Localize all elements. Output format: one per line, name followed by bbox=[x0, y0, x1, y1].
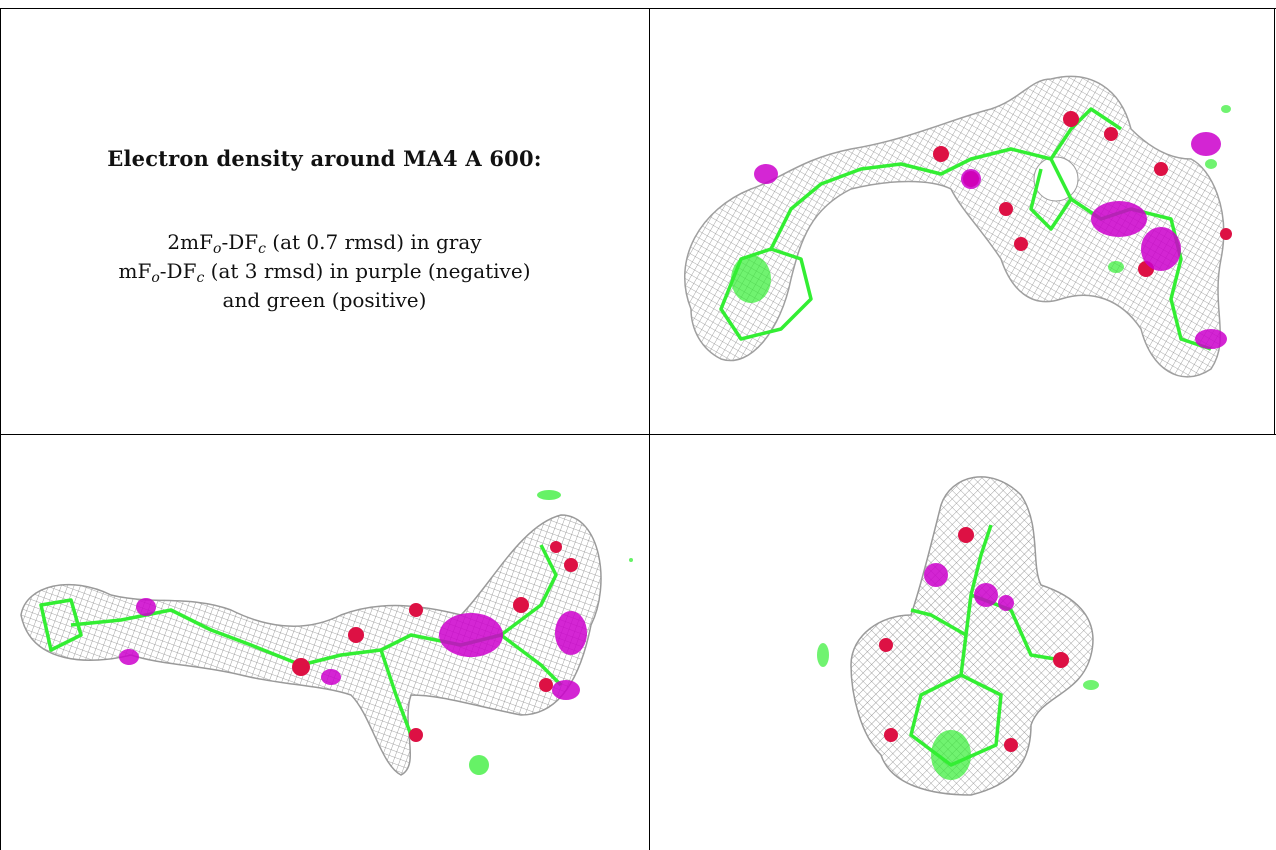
electron-density-mesh-icon bbox=[684, 75, 1232, 378]
center-divider bbox=[649, 8, 650, 850]
negative-density-purple bbox=[119, 598, 587, 700]
electron-density-mesh-icon bbox=[20, 490, 633, 776]
density-view-bottom-left bbox=[1, 435, 648, 850]
positive-density-green bbox=[469, 490, 633, 775]
gray-mesh bbox=[850, 476, 1094, 796]
electron-density-mesh-icon bbox=[817, 476, 1099, 796]
gray-mesh bbox=[20, 514, 602, 776]
left-border bbox=[0, 8, 1, 850]
oxygen-atoms bbox=[292, 541, 578, 742]
negative-density-purple bbox=[754, 132, 1227, 349]
ligand-sticks bbox=[39, 544, 563, 736]
right-border bbox=[1274, 8, 1275, 435]
figure-title: Electron density around MA4 A 600: bbox=[107, 146, 542, 171]
caption-line-colors: and green (positive) bbox=[222, 288, 427, 312]
negative-density-purple bbox=[924, 563, 1014, 611]
positive-density-green bbox=[817, 643, 1099, 780]
positive-density-green bbox=[731, 105, 1231, 303]
caption-text: 2mFo-DFc (at 0.7 rmsd) in gray mFo-DFc (… bbox=[0, 228, 649, 315]
top-border bbox=[0, 8, 1276, 9]
caption-line-difference: mFo-DFc (at 3 rmsd) in purple (negative) bbox=[118, 259, 531, 286]
middle-divider bbox=[0, 434, 1276, 435]
oxygen-atoms bbox=[879, 527, 1069, 752]
caption-line-gray: 2mFo-DFc (at 0.7 rmsd) in gray bbox=[167, 230, 482, 257]
density-view-top-right bbox=[651, 9, 1273, 433]
density-view-bottom-right bbox=[651, 435, 1274, 850]
caption-cell: Electron density around MA4 A 600: 2mFo-… bbox=[0, 0, 649, 434]
